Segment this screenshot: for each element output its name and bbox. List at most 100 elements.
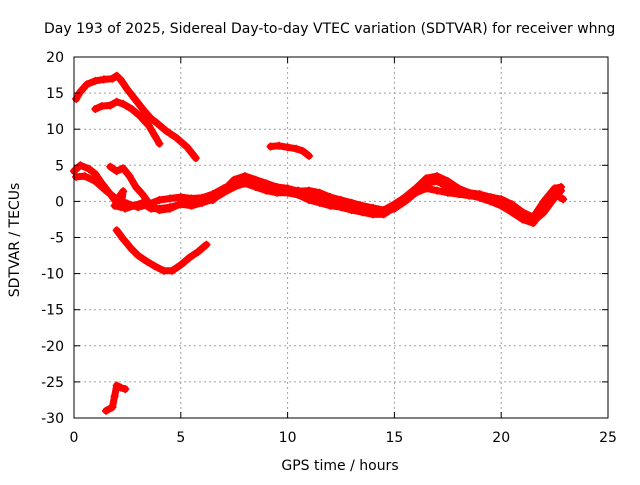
y-tick-label: 0 bbox=[55, 194, 64, 210]
data-point-marker bbox=[240, 179, 249, 188]
data-point-marker bbox=[315, 188, 324, 197]
data-point-marker bbox=[193, 247, 202, 256]
data-point-marker bbox=[185, 253, 194, 262]
data-point-marker bbox=[102, 406, 111, 415]
data-point-marker bbox=[559, 195, 568, 204]
data-point-marker bbox=[326, 201, 335, 210]
data-point-marker bbox=[304, 195, 313, 204]
x-tick-label: 25 bbox=[599, 430, 617, 446]
data-point-marker bbox=[275, 141, 284, 150]
series-track-stub-low bbox=[110, 187, 128, 212]
y-tick-label: -10 bbox=[41, 267, 64, 283]
data-point-marker bbox=[155, 139, 164, 148]
data-point-marker bbox=[153, 119, 162, 128]
data-point-marker bbox=[112, 226, 121, 235]
y-tick-label: -15 bbox=[41, 303, 64, 319]
data-point-marker bbox=[161, 126, 170, 135]
data-point-marker bbox=[131, 182, 140, 191]
data-point-marker bbox=[539, 197, 548, 206]
data-point-marker bbox=[119, 234, 128, 243]
data-point-marker bbox=[465, 188, 474, 197]
series-track-high-upper bbox=[72, 71, 200, 163]
data-point-marker bbox=[136, 112, 145, 121]
data-point-marker bbox=[134, 251, 143, 260]
data-point-marker bbox=[304, 186, 313, 195]
data-point-marker bbox=[140, 107, 149, 116]
data-point-marker bbox=[262, 186, 271, 195]
data-point-marker bbox=[97, 179, 106, 188]
data-point-marker bbox=[144, 121, 153, 130]
data-point-marker bbox=[166, 204, 175, 213]
data-point-marker bbox=[183, 143, 192, 152]
data-point-marker bbox=[208, 195, 217, 204]
data-point-marker bbox=[155, 206, 164, 215]
data-point-marker bbox=[99, 75, 108, 84]
data-point-marker bbox=[108, 403, 117, 412]
data-point-marker bbox=[433, 172, 442, 181]
data-point-marker bbox=[422, 174, 431, 183]
data-point-marker bbox=[337, 203, 345, 212]
x-tick-label: 15 bbox=[385, 430, 403, 446]
x-tick-label: 0 bbox=[70, 430, 79, 446]
data-point-marker bbox=[347, 206, 356, 215]
data-point-marker bbox=[507, 208, 516, 217]
data-point-marker bbox=[116, 203, 125, 212]
grid-lines bbox=[74, 57, 608, 418]
y-tick-label: 15 bbox=[46, 86, 64, 102]
data-point-marker bbox=[114, 193, 123, 202]
data-point-marker bbox=[146, 201, 155, 210]
y-tick-label: 5 bbox=[55, 158, 64, 174]
data-point-marker bbox=[91, 76, 100, 85]
data-point-marker bbox=[202, 240, 211, 249]
data-point-marker bbox=[557, 182, 566, 191]
data-point-marker bbox=[266, 142, 275, 151]
data-point-marker bbox=[91, 169, 100, 178]
data-point-marker bbox=[121, 385, 130, 394]
series-track-main-c bbox=[106, 162, 566, 222]
data-point-marker bbox=[142, 257, 151, 266]
x-tick-label: 20 bbox=[492, 430, 510, 446]
data-point-marker bbox=[198, 197, 207, 206]
data-point-marker bbox=[123, 85, 132, 94]
data-point-marker bbox=[159, 266, 168, 275]
data-points bbox=[70, 71, 568, 415]
data-point-marker bbox=[401, 193, 410, 202]
data-point-marker bbox=[379, 206, 388, 215]
series-track-high-late bbox=[266, 141, 313, 160]
data-point-marker bbox=[112, 97, 121, 106]
series-track-deep-negative bbox=[102, 381, 130, 415]
data-point-marker bbox=[507, 200, 516, 209]
y-tick-label: -5 bbox=[50, 231, 64, 247]
data-point-marker bbox=[129, 201, 138, 210]
data-point-marker bbox=[411, 184, 420, 193]
data-point-marker bbox=[131, 96, 140, 105]
data-point-marker bbox=[187, 197, 196, 206]
data-point-marker bbox=[125, 172, 134, 181]
data-point-marker bbox=[172, 133, 181, 142]
data-point-marker bbox=[146, 114, 155, 123]
data-point-marker bbox=[326, 193, 335, 202]
data-point-marker bbox=[112, 71, 121, 80]
data-point-marker bbox=[138, 190, 147, 199]
data-point-marker bbox=[168, 266, 177, 275]
data-point-marker bbox=[294, 187, 303, 196]
data-point-marker bbox=[529, 213, 538, 222]
data-point-marker bbox=[283, 184, 292, 193]
data-point-marker bbox=[106, 162, 115, 171]
x-tick-label: 10 bbox=[279, 430, 297, 446]
data-point-marker bbox=[106, 190, 115, 199]
data-point-marker bbox=[119, 187, 128, 196]
data-point-marker bbox=[119, 164, 128, 173]
y-axis-label: SDTVAR / TECUs bbox=[7, 183, 23, 298]
data-point-marker bbox=[369, 203, 378, 212]
data-point-marker bbox=[176, 199, 185, 208]
data-point-marker bbox=[127, 245, 136, 254]
data-point-marker bbox=[292, 144, 301, 153]
data-point-marker bbox=[116, 383, 125, 392]
x-tick-label: 5 bbox=[176, 430, 185, 446]
data-point-marker bbox=[497, 195, 506, 204]
data-point-marker bbox=[108, 74, 117, 83]
series-track-high-lower bbox=[91, 97, 164, 148]
data-point-marker bbox=[304, 151, 313, 160]
